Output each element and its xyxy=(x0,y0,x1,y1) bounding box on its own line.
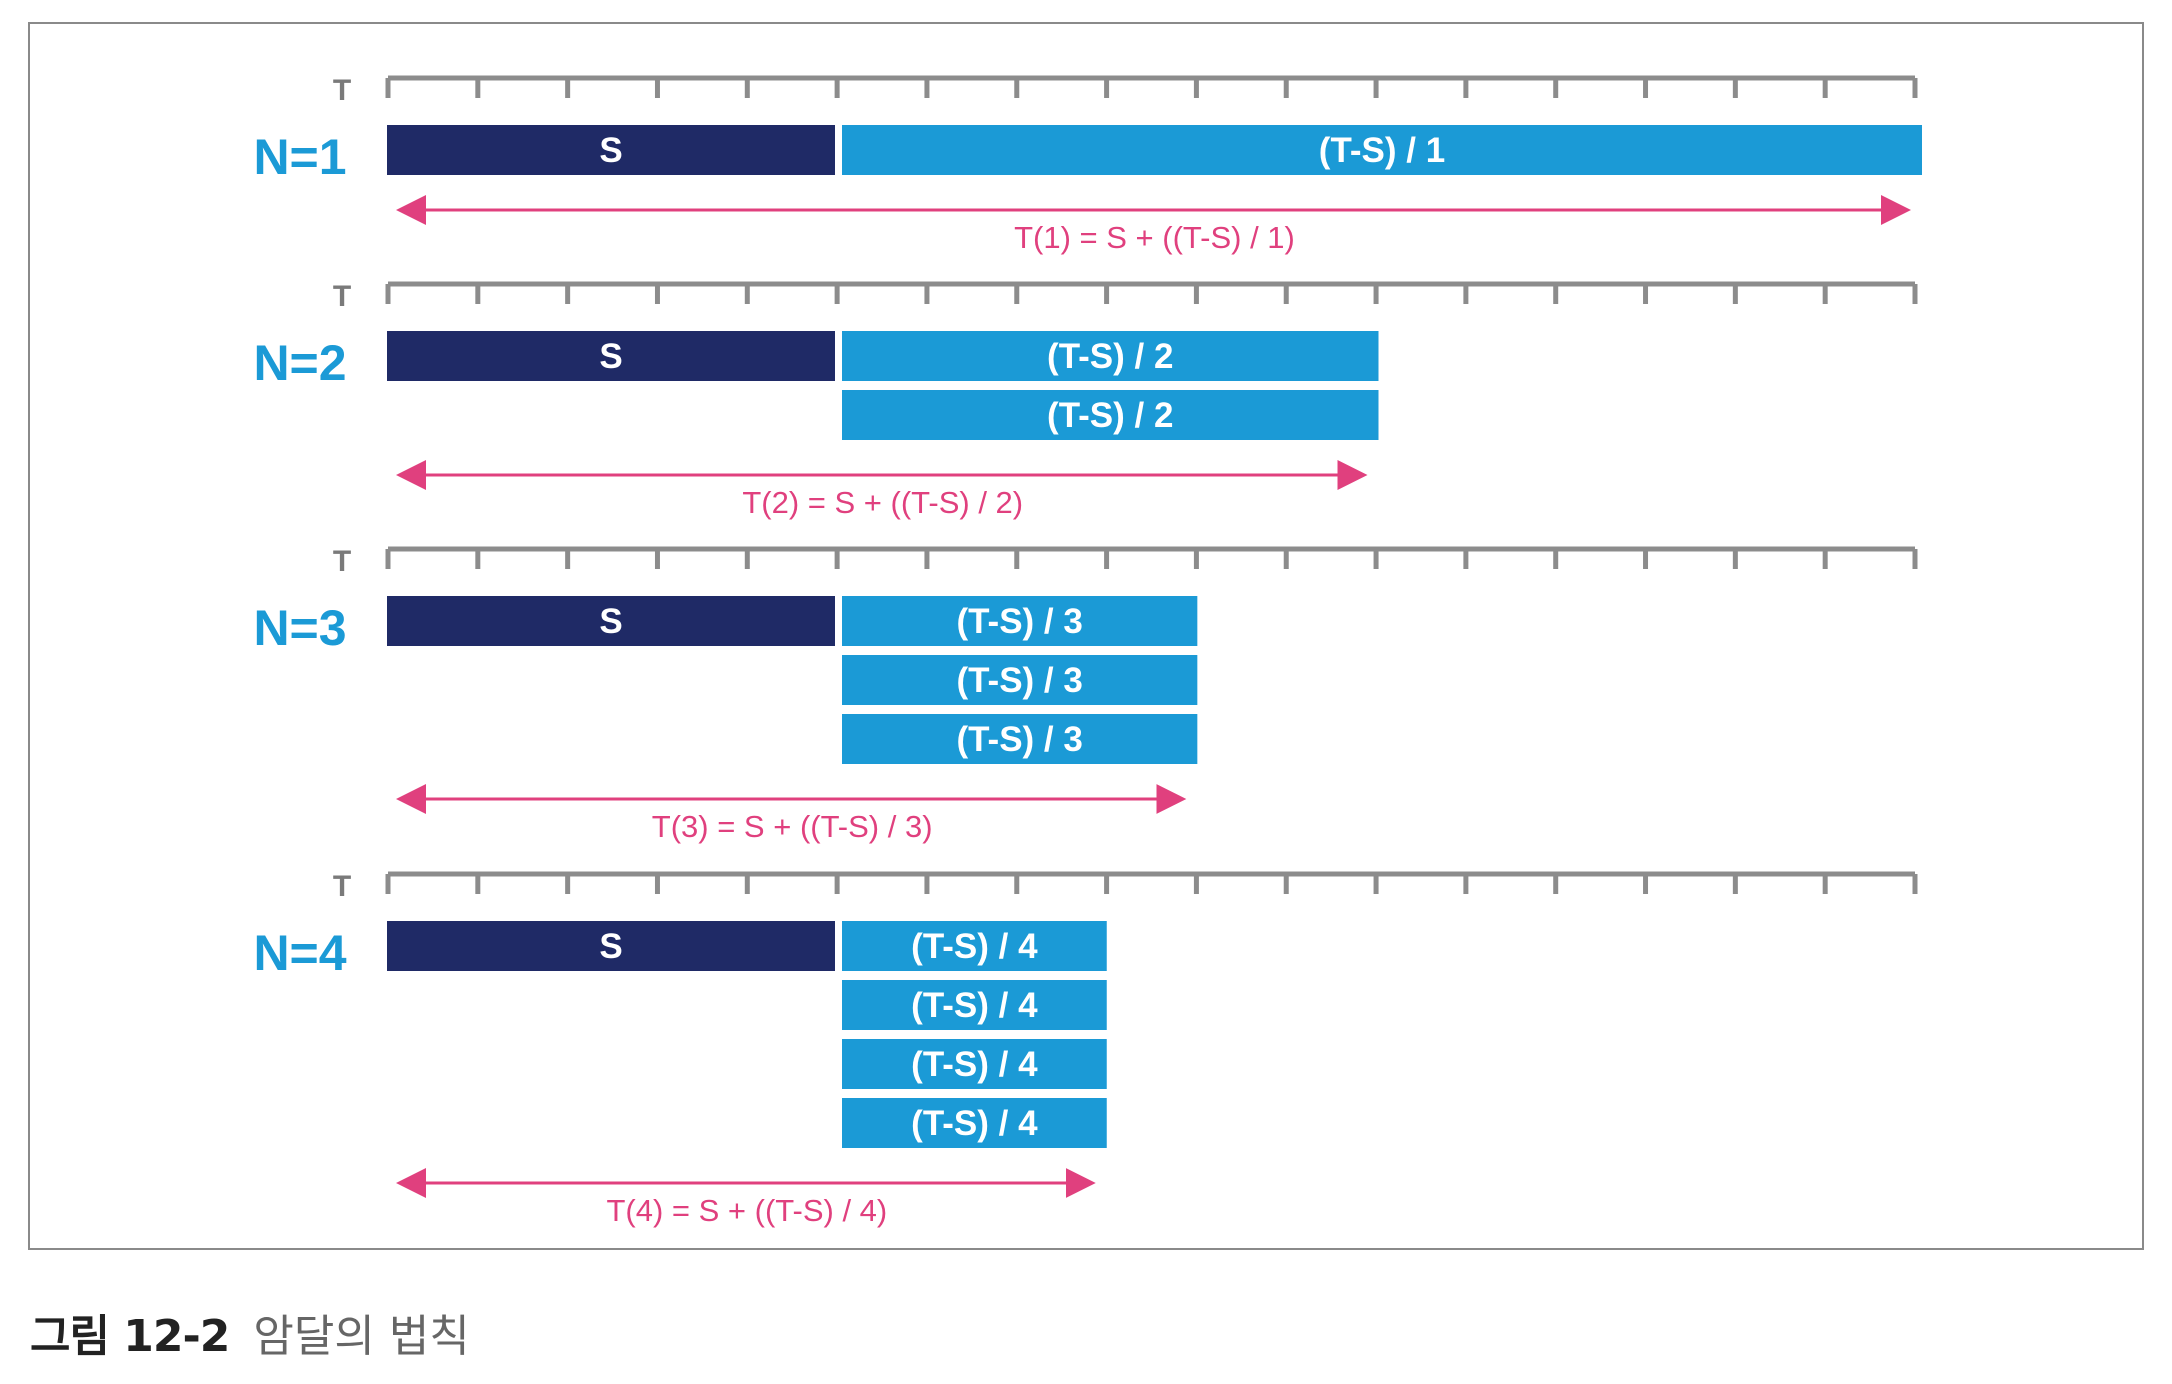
time-formula: T(3) = S + ((T-S) / 3) xyxy=(652,809,933,844)
n-label: N=1 xyxy=(253,129,346,185)
ruler-t-label: T xyxy=(333,280,351,313)
figure-number: 그림 12-2 xyxy=(30,1311,230,1362)
serial-bar-label: S xyxy=(599,131,622,170)
parallel-bar xyxy=(842,596,1198,646)
time-formula: T(1) = S + ((T-S) / 1) xyxy=(1014,220,1295,255)
parallel-bar xyxy=(842,921,1107,971)
time-formula: T(2) = S + ((T-S) / 2) xyxy=(742,485,1023,520)
figure-frame: T N=1 S (T-S) / 1 T(1) = S + ((T-S) / 1) T N=2… xyxy=(28,22,2144,1250)
n-label: N=4 xyxy=(253,925,346,981)
parallel-bar-label: (T-S) / 2 xyxy=(1047,396,1173,435)
parallel-bar-label: (T-S) / 3 xyxy=(956,720,1082,759)
parallel-bar xyxy=(842,980,1107,1030)
serial-bar-label: S xyxy=(599,337,622,376)
panel-n1: T N=1 S (T-S) / 1 T(1) = S + ((T-S) / 1) xyxy=(253,74,1922,255)
time-formula: T(4) = S + ((T-S) / 4) xyxy=(606,1193,887,1228)
parallel-bar-label: (T-S) / 4 xyxy=(911,986,1038,1025)
serial-bar-label: S xyxy=(599,602,622,641)
parallel-bar-label: (T-S) / 2 xyxy=(1047,337,1173,376)
ruler-t-label: T xyxy=(333,545,351,578)
ruler-t-label: T xyxy=(333,870,351,903)
serial-bar xyxy=(387,596,835,646)
parallel-bar xyxy=(842,331,1379,381)
parallel-bar-label: (T-S) / 4 xyxy=(911,927,1038,966)
ruler-t-label: T xyxy=(333,74,351,107)
panel-n3: T N=3 S (T-S) / 3 (T-S) / 3 (T-S) / 3 T(3) = S… xyxy=(253,545,1918,844)
parallel-bar-label: (T-S) / 4 xyxy=(911,1045,1038,1084)
parallel-bar-label: (T-S) / 1 xyxy=(1319,131,1445,170)
parallel-bar xyxy=(842,714,1198,764)
amdahl-diagram: T N=1 S (T-S) / 1 T(1) = S + ((T-S) / 1) T N=2… xyxy=(253,74,1922,1228)
serial-bar xyxy=(387,331,835,381)
parallel-bar-label: (T-S) / 4 xyxy=(911,1104,1038,1143)
panel-n2: T N=2 S (T-S) / 2 (T-S) / 2 T(2) = S + ((T-S)… xyxy=(253,280,1918,520)
parallel-bar-label: (T-S) / 3 xyxy=(956,602,1082,641)
n-label: N=3 xyxy=(253,600,346,656)
n-label: N=2 xyxy=(253,335,346,391)
serial-bar xyxy=(387,921,835,971)
parallel-bar xyxy=(842,125,1922,175)
parallel-bar xyxy=(842,1098,1107,1148)
serial-bar-label: S xyxy=(599,927,622,966)
panel-n4: T N=4 S (T-S) / 4 (T-S) / 4 (T-S) / 4 (T-S) / … xyxy=(253,870,1918,1228)
parallel-bar xyxy=(842,655,1198,705)
parallel-bar-label: (T-S) / 3 xyxy=(956,661,1082,700)
parallel-bar xyxy=(842,390,1379,440)
figure-caption: 그림 12-2 암달의 법칙 xyxy=(30,1300,470,1364)
parallel-bar xyxy=(842,1039,1107,1089)
figure-title: 암달의 법칙 xyxy=(253,1311,470,1362)
serial-bar xyxy=(387,125,835,175)
